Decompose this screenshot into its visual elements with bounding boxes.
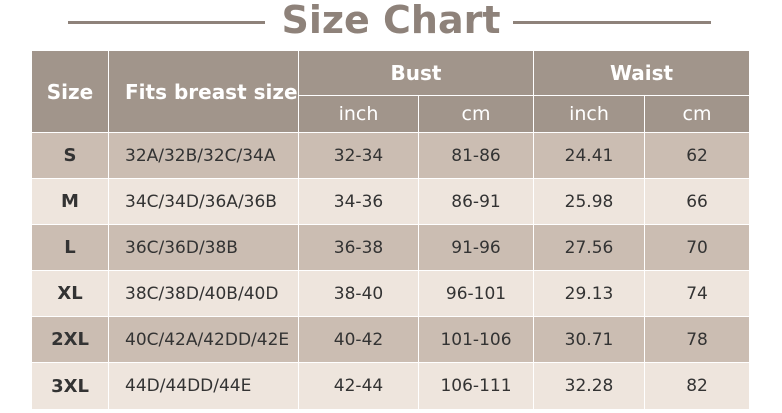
table-cell: 32.28 — [533, 362, 646, 410]
table-cell: 27.56 — [533, 224, 646, 271]
table-cell: XL — [31, 270, 109, 317]
table-row: 3XL 44D/44DD/44E 42-44 106-111 32.28 82 — [31, 362, 751, 410]
unit-cell: inch — [533, 95, 646, 133]
table-cell: 66 — [644, 178, 751, 225]
table-cell: 34-36 — [298, 178, 419, 225]
table-cell: 2XL — [31, 316, 109, 363]
title: Size Chart — [281, 0, 501, 42]
table-row: 2XL 40C/42A/42DD/42E 40-42 101-106 30.71 78 — [31, 316, 751, 363]
table-cell: 32-34 — [298, 132, 419, 179]
title-rule — [513, 21, 711, 24]
table-cell: 96-101 — [417, 270, 535, 317]
unit-cell: inch — [298, 95, 419, 133]
table-cell: 78 — [644, 316, 751, 363]
table-cell: L — [31, 224, 109, 271]
table-cell: 62 — [644, 132, 751, 179]
table-cell: 29.13 — [533, 270, 646, 317]
table-cell: 36C/36D/38B — [108, 224, 299, 271]
table-cell: 81-86 — [417, 132, 535, 179]
table-cell: 30.71 — [533, 316, 646, 363]
table-cell: 25.98 — [533, 178, 646, 225]
table-cell: 40C/42A/42DD/42E — [108, 316, 299, 363]
table-cell: 91-96 — [417, 224, 535, 271]
size-table: Size Fits breast size Bust Waist inch cm i… — [31, 50, 751, 410]
header-group: Waist — [533, 50, 751, 96]
table-cell: 36-38 — [298, 224, 419, 271]
title-rule — [68, 21, 265, 24]
table-cell: 101-106 — [417, 316, 535, 363]
table-cell: 40-42 — [298, 316, 419, 363]
unit-cell: cm — [644, 95, 751, 133]
table-cell: 70 — [644, 224, 751, 271]
header-cell: Fits breast size — [108, 50, 299, 133]
table-row: L 36C/36D/38B 36-38 91-96 27.56 70 — [31, 224, 751, 271]
table-row: S 32A/32B/32C/34A 32-34 81-86 24.41 62 — [31, 132, 751, 179]
table-row: XL 38C/38D/40B/40D 38-40 96-101 29.13 74 — [31, 270, 751, 317]
table-row: M 34C/34D/36A/36B 34-36 86-91 25.98 66 — [31, 178, 751, 225]
table-cell: 74 — [644, 270, 751, 317]
table-cell: 3XL — [31, 362, 109, 410]
table-cell: 42-44 — [298, 362, 419, 410]
unit-cell: cm — [417, 95, 535, 133]
header-group: Bust — [297, 50, 535, 96]
table-cell: 38-40 — [298, 270, 419, 317]
table-cell: 34C/34D/36A/36B — [108, 178, 299, 225]
table-cell: 44D/44DD/44E — [108, 362, 299, 410]
header-cell: Size — [31, 50, 109, 133]
table-cell: S — [31, 132, 109, 179]
table-cell: 82 — [644, 362, 751, 410]
table-cell: 106-111 — [417, 362, 535, 410]
table-cell: 24.41 — [533, 132, 646, 179]
table-cell: M — [31, 178, 109, 225]
table-cell: 38C/38D/40B/40D — [108, 270, 299, 317]
table-cell: 86-91 — [417, 178, 535, 225]
table-cell: 32A/32B/32C/34A — [108, 132, 299, 179]
